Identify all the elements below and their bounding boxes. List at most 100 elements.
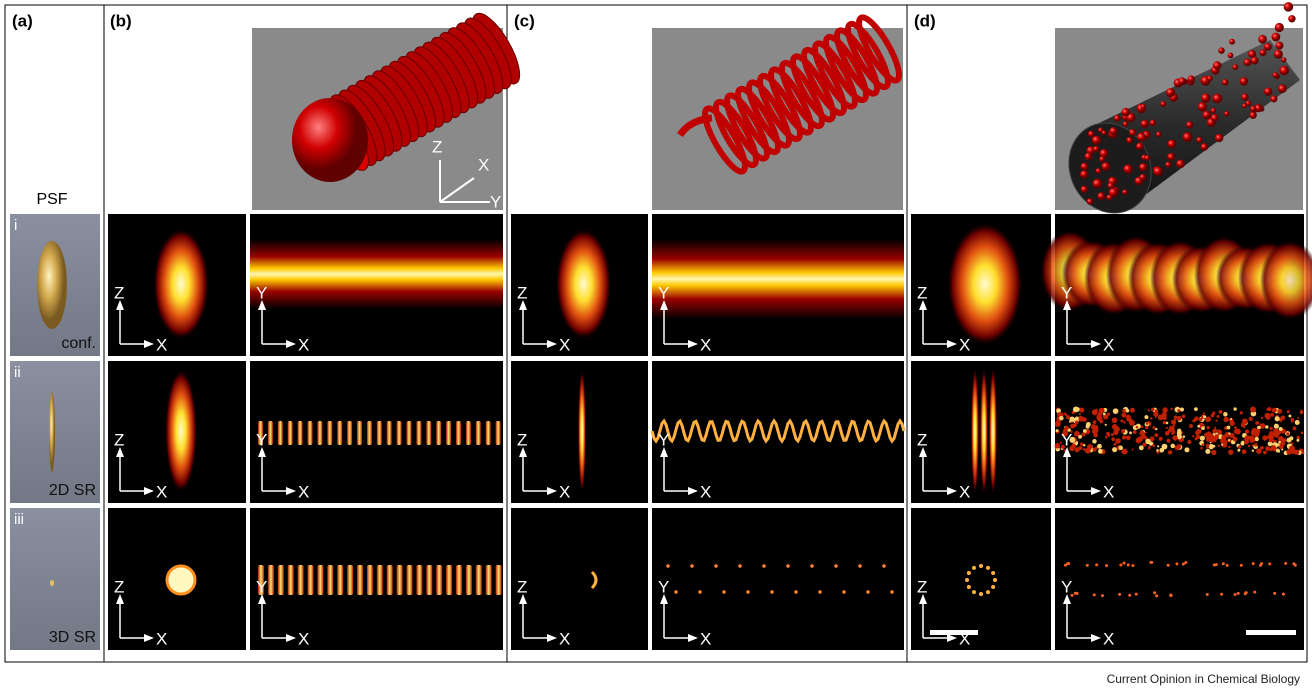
molecule [1260, 446, 1264, 450]
molecule [674, 590, 678, 594]
molecule [1115, 438, 1121, 444]
molecule [1106, 432, 1110, 436]
psf-label: 3D SR [49, 629, 96, 646]
molecule [842, 590, 846, 594]
molecule [1153, 411, 1158, 416]
molecule [1157, 445, 1159, 447]
axis-label: Y [658, 430, 669, 449]
particle [1228, 53, 1234, 59]
ring-stripe [466, 421, 471, 445]
particle [1201, 143, 1209, 151]
particle [1167, 153, 1175, 161]
particle [1129, 129, 1136, 136]
molecule [1297, 417, 1299, 419]
molecule [1139, 445, 1144, 450]
molecule [810, 564, 814, 568]
particle [1202, 111, 1211, 120]
particle [1093, 146, 1099, 152]
molecule [1201, 427, 1205, 431]
molecule [1086, 564, 1089, 567]
molecule [1069, 421, 1071, 423]
psf-glow [980, 367, 988, 495]
molecule [1073, 406, 1079, 412]
molecule [1277, 409, 1282, 414]
molecule [1152, 444, 1155, 447]
particle [1183, 132, 1193, 142]
particle [1093, 179, 1103, 189]
molecule [1055, 443, 1060, 448]
particle [1211, 114, 1219, 122]
psf-glow [167, 566, 195, 594]
molecule [1265, 425, 1268, 428]
particle [1166, 88, 1175, 97]
molecule [1121, 429, 1125, 433]
ring-stripe [486, 421, 491, 445]
molecule [1090, 445, 1093, 448]
molecule [1211, 450, 1216, 455]
molecule [1093, 420, 1097, 424]
particle [1084, 153, 1092, 161]
axis-label: Z [114, 577, 124, 596]
molecule [1144, 415, 1148, 419]
molecule [1097, 444, 1102, 449]
molecule [882, 564, 886, 568]
molecule [1274, 424, 1279, 429]
molecule [1293, 426, 1297, 430]
ring-stripe [308, 421, 313, 445]
particle [1137, 133, 1146, 142]
molecule [1132, 449, 1134, 451]
particle [1215, 134, 1223, 142]
ring-stripe [278, 565, 284, 595]
particle [1213, 61, 1221, 69]
molecule [991, 585, 995, 589]
particle [1281, 57, 1286, 62]
molecule [1177, 409, 1180, 412]
molecule [722, 590, 726, 594]
particle [1122, 189, 1128, 195]
molecule [1101, 594, 1104, 597]
axis-label: X [700, 629, 711, 648]
molecule [1192, 435, 1194, 437]
particle [1081, 163, 1089, 171]
particle [1167, 140, 1176, 149]
molecule [1275, 416, 1280, 421]
molecule [1162, 412, 1167, 417]
particle [1211, 108, 1217, 114]
particle [1218, 47, 1225, 54]
ring-stripe [288, 421, 293, 445]
ring-stripe [357, 565, 363, 595]
molecule [1223, 417, 1229, 423]
axis-label: X [559, 629, 570, 648]
psf-title: PSF [36, 191, 67, 208]
molecule [1265, 414, 1268, 417]
axis-label: Z [432, 137, 442, 156]
molecule [1083, 429, 1087, 433]
molecule [1070, 424, 1075, 429]
molecule [1224, 444, 1227, 447]
ring-stripe [446, 421, 451, 445]
molecule [1214, 427, 1216, 429]
ring-stripe [367, 421, 372, 445]
particle [1136, 143, 1144, 151]
ring-stripe [416, 565, 422, 595]
axis-label: X [700, 482, 711, 501]
particle [1187, 75, 1194, 82]
molecule [1203, 412, 1205, 414]
molecule [1245, 429, 1249, 433]
molecule [1095, 409, 1098, 412]
particle [1229, 39, 1235, 45]
molecule [1127, 563, 1130, 566]
molecule [1252, 450, 1254, 452]
molecule [1242, 419, 1248, 425]
molecule [1192, 419, 1195, 422]
molecule [1195, 430, 1200, 435]
molecule [1122, 435, 1126, 439]
molecule [818, 590, 822, 594]
molecule [979, 564, 983, 568]
molecule [1111, 437, 1115, 441]
ring-cap [292, 98, 368, 182]
molecule [1219, 410, 1223, 414]
molecule [1235, 429, 1241, 435]
particle [1123, 164, 1133, 174]
molecule [1263, 451, 1267, 455]
